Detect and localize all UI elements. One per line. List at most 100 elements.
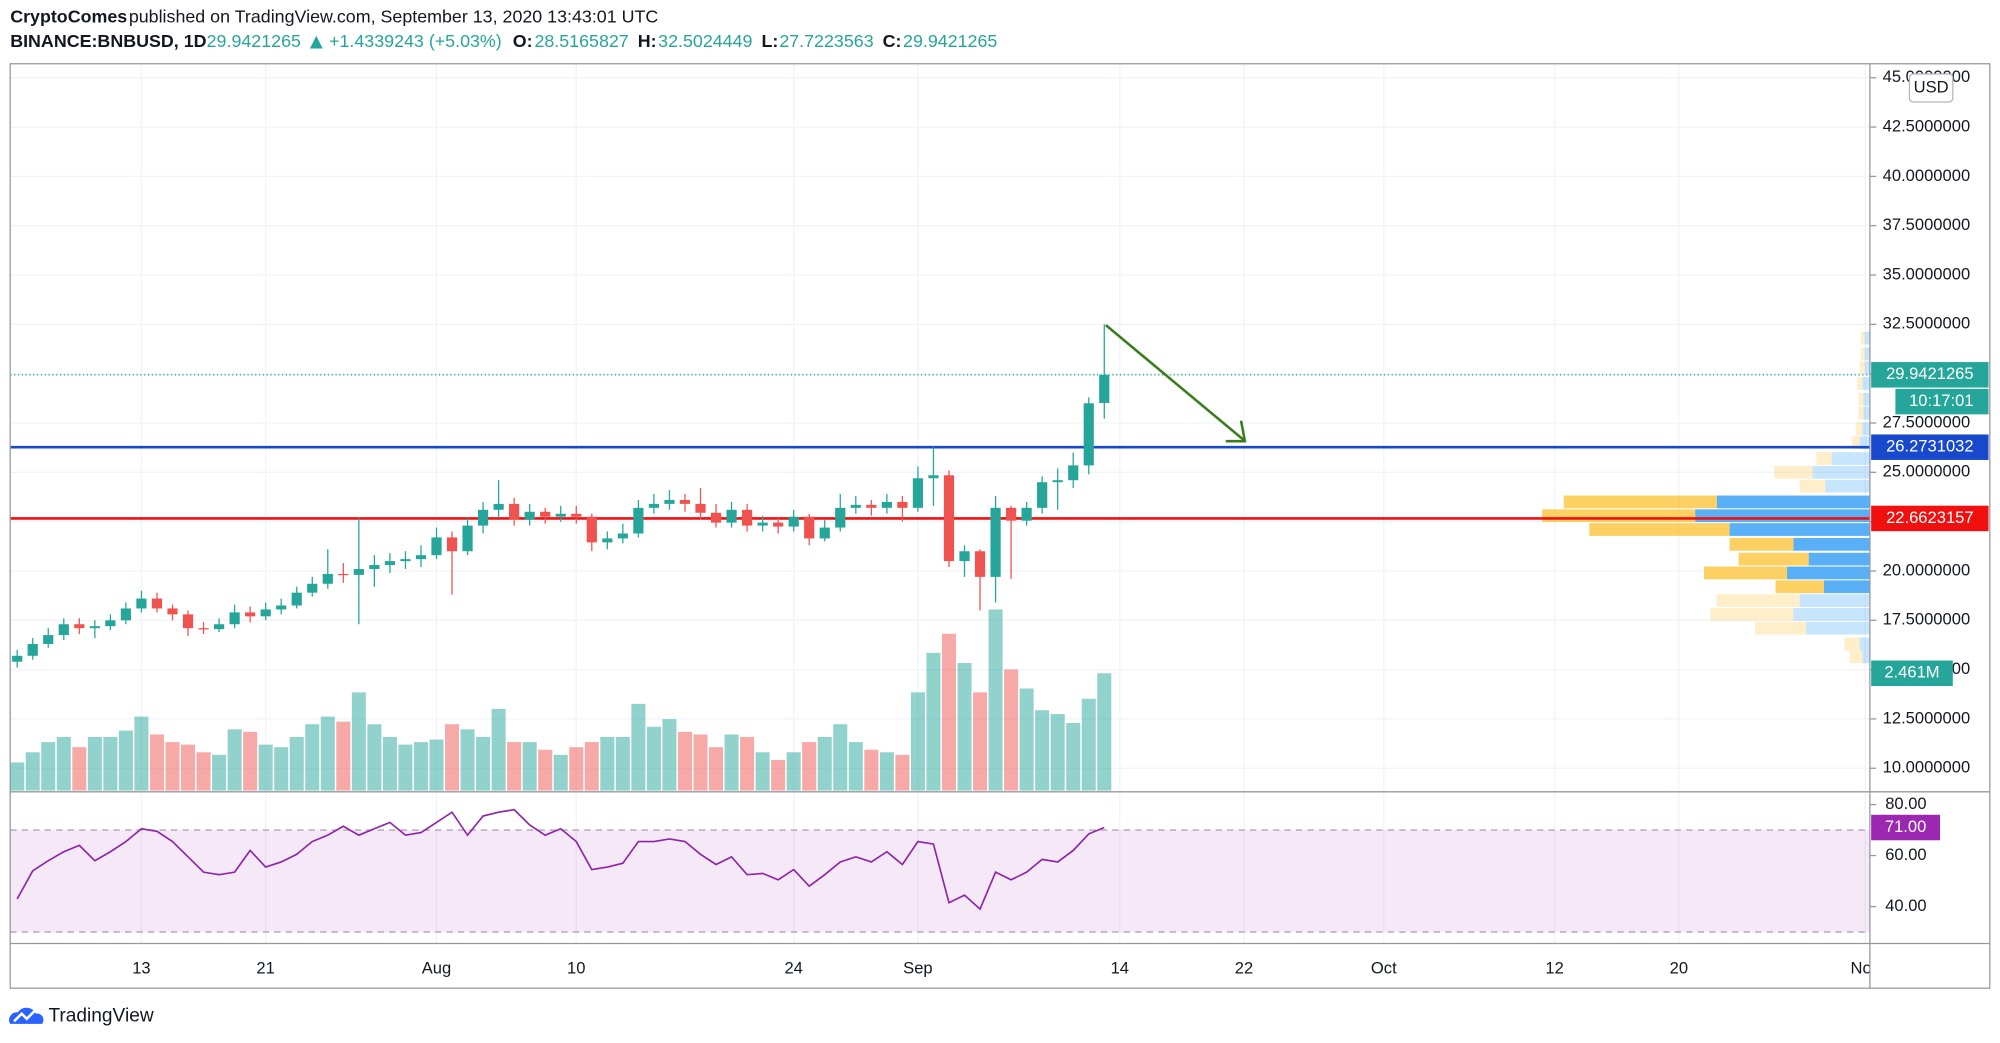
- volume-bar: [149, 734, 164, 791]
- high-value: 32.5024449: [658, 31, 752, 51]
- level-badge-box: [1871, 505, 1989, 532]
- volume-bar: [227, 729, 242, 791]
- x-tick-label: 12: [1545, 958, 1563, 977]
- volume-bar: [507, 742, 522, 791]
- low-value: 27.7223563: [779, 31, 873, 51]
- profile-sell: [1816, 452, 1832, 465]
- candle-body: [322, 573, 333, 584]
- profile-buy: [1716, 495, 1870, 509]
- profile-buy: [1859, 637, 1870, 651]
- candle-body: [602, 538, 613, 543]
- volume-bar: [41, 742, 56, 791]
- price-change: +1.4339243 (+5.03%): [329, 31, 502, 51]
- candle-body: [276, 605, 287, 610]
- author: CryptoComes: [10, 7, 127, 27]
- rsi-tick-label: 80.00: [1885, 794, 1926, 813]
- volume-bar: [973, 692, 988, 791]
- logo-line: [13, 1007, 38, 1023]
- candle-body: [990, 507, 1001, 577]
- volume-bar: [429, 739, 444, 791]
- profile-sell: [1755, 621, 1807, 635]
- candle-body: [679, 499, 691, 504]
- candle-body: [741, 509, 753, 526]
- volume-bar: [553, 754, 568, 791]
- rsi-badge: 71.00: [1885, 817, 1926, 836]
- profile-buy: [1812, 465, 1870, 479]
- arrow-annotation: [1105, 324, 1247, 443]
- volume-bar: [910, 692, 925, 791]
- candle-body: [586, 516, 597, 543]
- volume-bar: [243, 731, 258, 791]
- candle-body: [726, 509, 737, 523]
- volume-bar: [693, 734, 708, 791]
- candle-body: [617, 533, 628, 539]
- candle-body: [167, 608, 178, 615]
- published-info: published on TradingView.com, September …: [129, 7, 659, 27]
- profile-sell: [1738, 552, 1809, 566]
- candle-body: [384, 561, 396, 566]
- candle-body: [943, 475, 955, 562]
- y-tick-label: 42.5000000: [1883, 116, 1971, 135]
- x-tick-label: 24: [784, 958, 802, 977]
- candle-body: [493, 503, 504, 510]
- candle-body: [788, 516, 799, 527]
- profile-buy: [1793, 607, 1870, 621]
- y-tick-label: 20.0000000: [1883, 560, 1971, 579]
- y-tick-label: 35.0000000: [1883, 264, 1971, 283]
- currency: USD: [1914, 77, 1949, 96]
- profile-buy: [1862, 377, 1870, 390]
- volume-bar: [786, 752, 801, 791]
- volume-bar: [677, 731, 692, 791]
- countdown: 10:17:01: [1909, 391, 1973, 410]
- plot-layer: 13 21 Aug 10 24 Sep 14 22 Oct 12 20 Nov 10.0000000 12…: [10, 63, 1971, 977]
- volume-bar: [1081, 698, 1096, 791]
- volume-bar: [25, 752, 40, 791]
- candle-body: [1083, 403, 1094, 466]
- volume-bar: [336, 721, 351, 791]
- candle-body: [524, 511, 535, 520]
- x-tick-label: 14: [1111, 958, 1129, 977]
- candle-body: [151, 598, 163, 609]
- profile-sell: [1860, 331, 1865, 345]
- volume-bar: [196, 752, 211, 791]
- axis-badges: 29.9421265 10:17:01 26.2731032 22.6623157 2.…: [1871, 362, 1989, 841]
- volume-bar: [1019, 688, 1034, 791]
- x-tick-label: 21: [256, 958, 274, 977]
- volume-bar: [957, 663, 972, 791]
- volume-bar: [103, 736, 118, 791]
- volume-bar: [538, 749, 553, 791]
- volume-bar: [569, 747, 584, 791]
- close-value: 29.9421265: [903, 31, 997, 51]
- candle-body: [819, 527, 830, 539]
- candle-body: [1021, 507, 1032, 521]
- close-label: C:: [883, 31, 902, 51]
- volume-bar: [460, 729, 475, 791]
- profile-sell: [1774, 465, 1813, 479]
- volume-bar: [118, 730, 133, 791]
- volume-bar: [445, 724, 460, 791]
- profile-sell: [1855, 422, 1863, 436]
- brand: TradingView: [48, 1005, 153, 1026]
- candle-body: [974, 551, 986, 577]
- candle-body: [1005, 507, 1017, 521]
- volume-bar: [584, 742, 599, 791]
- volume-bar: [662, 719, 677, 791]
- volume-bar: [724, 734, 739, 791]
- profile-buy: [1825, 479, 1870, 493]
- profile-buy: [1695, 509, 1870, 523]
- profile-sell: [1860, 347, 1865, 361]
- profile-buy: [1862, 422, 1870, 436]
- candle-body: [89, 626, 100, 629]
- currency-box: [1908, 73, 1954, 103]
- level-badge: 26.2731032: [1886, 437, 1974, 456]
- volume-bar: [709, 747, 724, 791]
- countdown-box: [1895, 388, 1989, 415]
- candle-body: [710, 512, 722, 523]
- candle-body: [835, 507, 846, 528]
- volume-bar: [522, 742, 537, 791]
- candle-body: [648, 503, 660, 508]
- volume-bar: [398, 744, 413, 791]
- volume-bar: [1004, 669, 1019, 791]
- candle-body: [136, 598, 147, 609]
- profile-sell: [1858, 406, 1864, 420]
